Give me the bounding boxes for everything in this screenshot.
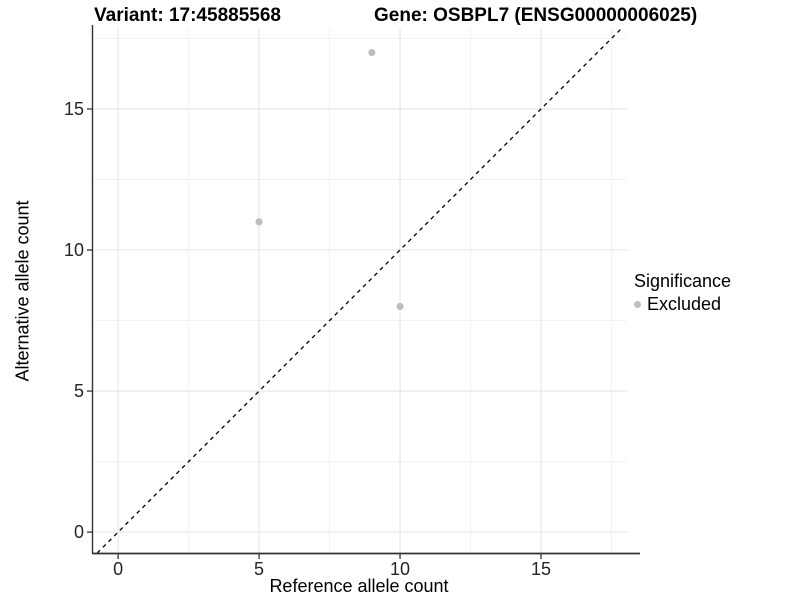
legend: Significance Excluded <box>634 271 731 315</box>
data-point <box>255 218 263 226</box>
x-tick-label: 15 <box>531 559 551 579</box>
plot-title-gene: Gene: OSBPL7 (ENSG00000006025) <box>374 5 698 26</box>
y-axis-title: Alternative allele count <box>12 200 33 382</box>
legend-item-excluded: Excluded <box>634 294 731 315</box>
x-tick-label: 5 <box>254 559 264 579</box>
x-axis-title: Reference allele count <box>269 576 449 596</box>
legend-title: Significance <box>634 271 732 291</box>
y-tick-label: 0 <box>74 522 84 542</box>
legend-item-label: Excluded <box>647 294 722 314</box>
y-tick-label: 15 <box>64 99 84 119</box>
x-tick-label: 0 <box>113 559 123 579</box>
x-tick-label: 10 <box>390 559 410 579</box>
y-tick-label: 10 <box>64 240 84 260</box>
y-tick-label: 5 <box>74 381 84 401</box>
legend-point-icon <box>634 301 641 308</box>
data-point <box>396 302 404 311</box>
plot-title-variant: Variant: 17:45885568 <box>94 5 281 26</box>
identity-reference-line <box>96 27 623 554</box>
data-point <box>368 48 376 57</box>
